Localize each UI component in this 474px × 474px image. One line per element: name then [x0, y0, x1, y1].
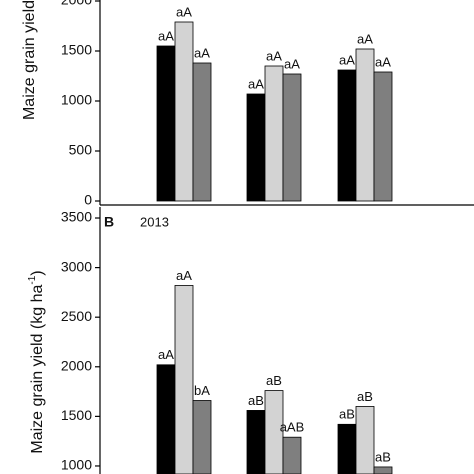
bar	[355, 406, 375, 474]
panel-year: 2013	[140, 214, 169, 229]
bar	[373, 71, 393, 202]
bar	[282, 436, 302, 474]
significance-letter: aA	[266, 48, 282, 63]
y-label-superscript: -1	[27, 275, 38, 284]
significance-letter: bA	[194, 383, 210, 398]
bar	[264, 65, 284, 202]
bar	[156, 45, 176, 202]
bar	[355, 48, 375, 202]
bar	[174, 21, 194, 202]
significance-letter: aA	[375, 54, 391, 69]
y-tick-label: 0	[84, 192, 92, 208]
bar	[246, 93, 266, 202]
significance-letter: aA	[248, 76, 264, 91]
bar	[264, 390, 284, 474]
significance-letter: aB	[339, 407, 355, 422]
y-axis-label: Maize grain yield	[21, 0, 38, 120]
significance-letter: aB	[375, 449, 391, 464]
significance-letter: aA	[176, 268, 192, 283]
y-tick-label: 1500	[61, 42, 92, 58]
bar	[246, 410, 266, 474]
y-tick-label: 2000	[61, 357, 92, 373]
significance-letter: aA	[158, 28, 174, 43]
significance-letter: aA	[357, 31, 373, 46]
y-tick-label: 1000	[61, 92, 92, 108]
y-tick-label: 2500	[61, 308, 92, 324]
y-tick-label: 1500	[61, 407, 92, 423]
significance-letter: aB	[266, 373, 282, 388]
y-axis-label: Maize grain yield (kg ha-1)	[27, 270, 47, 453]
bar	[192, 62, 212, 202]
bar	[156, 364, 176, 474]
y-tick-label: 500	[69, 142, 93, 158]
significance-letter: aA	[284, 56, 300, 71]
y-label-end: )	[29, 270, 46, 275]
y-label-text: Maize grain yield (kg ha	[29, 285, 46, 454]
significance-letter: aA	[339, 52, 355, 67]
y-tick-label: 1000	[61, 457, 92, 473]
significance-letter: aA	[158, 347, 174, 362]
panel-label: B	[104, 214, 114, 230]
bar	[337, 423, 357, 474]
significance-letter: aAB	[280, 420, 305, 435]
significance-letter: aA	[176, 4, 192, 19]
bar	[337, 69, 357, 202]
y-tick-label: 2000	[61, 0, 92, 8]
bar	[174, 285, 194, 474]
significance-letter: aB	[357, 389, 373, 404]
bar	[192, 400, 212, 474]
y-tick-label: 3000	[61, 258, 92, 274]
bar	[282, 73, 302, 202]
bar	[373, 466, 393, 474]
significance-letter: aB	[248, 393, 264, 408]
significance-letter: aA	[194, 45, 210, 60]
y-tick-label: 3500	[61, 209, 92, 225]
